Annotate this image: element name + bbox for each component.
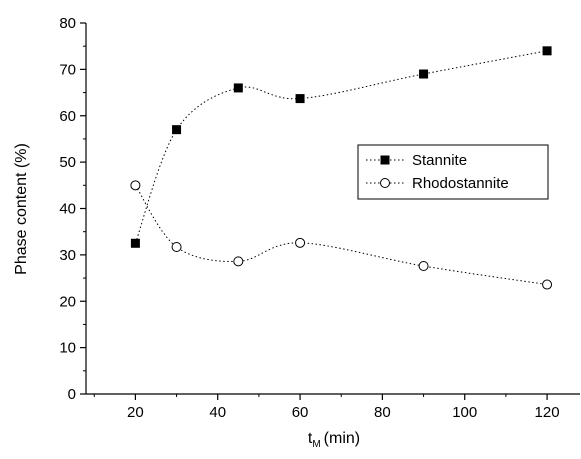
x-tick-label: 120 (535, 404, 560, 421)
x-axis-label-symbol: t (308, 430, 313, 447)
data-point-rhodostannite (295, 237, 306, 248)
data-point-stannite (172, 125, 182, 135)
legend-box (357, 144, 549, 200)
y-tick-label: 10 (59, 340, 76, 357)
data-point-rhodostannite (130, 180, 141, 191)
data-point-rhodostannite (233, 256, 244, 267)
data-point-rhodostannite (542, 279, 553, 290)
x-axis-label: tM (min) (308, 430, 360, 450)
y-tick-label: 60 (59, 108, 76, 125)
data-point-stannite (130, 238, 140, 248)
x-tick-label: 20 (127, 404, 144, 421)
y-tick-label: 80 (59, 15, 76, 32)
y-tick-label: 20 (59, 293, 76, 310)
y-tick-label: 50 (59, 154, 76, 171)
x-tick-label: 40 (209, 404, 226, 421)
y-tick-label: 30 (59, 247, 76, 264)
legend-marker-rhodostannite (380, 178, 390, 188)
x-axis-label-unit: (min) (324, 430, 360, 447)
x-tick-label: 80 (374, 404, 391, 421)
data-point-stannite (419, 69, 429, 79)
plot-area (130, 46, 553, 290)
y-axis-label: Phase content (%) (13, 143, 30, 275)
series-line-rhodostannite (134, 185, 548, 286)
y-tick-label: 0 (68, 386, 76, 403)
legend-label-rhodostannite: Rhodostannite (412, 175, 509, 192)
data-point-rhodostannite (418, 261, 429, 272)
y-tick-label: 40 (59, 201, 76, 218)
x-tick-label: 100 (452, 404, 477, 421)
legend-label-stannite: Stannite (412, 152, 467, 169)
data-point-rhodostannite (171, 241, 182, 252)
series-line-stannite (134, 50, 548, 244)
legend: Stannite Rhodostannite (357, 144, 549, 200)
data-point-stannite (295, 94, 305, 104)
data-point-stannite (542, 46, 552, 56)
x-axis-label-subscript: M (312, 439, 320, 450)
x-tick-label: 60 (292, 404, 309, 421)
y-tick-label: 70 (59, 61, 76, 78)
data-point-stannite (233, 83, 243, 93)
axes: 0 10 20 30 40 50 60 70 80 20 40 60 80 100 120 (59, 15, 580, 421)
legend-marker-stannite (380, 155, 390, 165)
